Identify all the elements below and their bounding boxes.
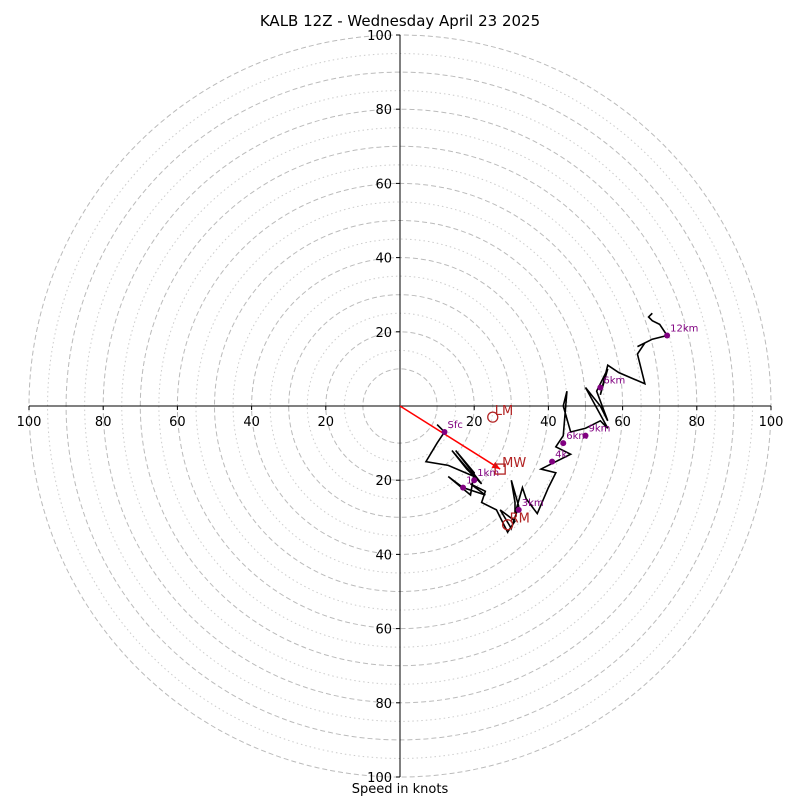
height-label: 9km (589, 424, 611, 435)
height-marker (549, 458, 556, 465)
height-label: 4k (555, 450, 567, 461)
y-tick-label: 60 (375, 177, 392, 192)
height-label: 12km (670, 324, 698, 335)
x-tick-label: 60 (169, 415, 186, 430)
height-label: Sfc (448, 420, 463, 431)
height-label: 1 (466, 476, 472, 487)
storm-motion-marker (494, 463, 506, 475)
height-marker (441, 428, 448, 435)
y-tick-label: 80 (375, 103, 392, 118)
height-marker (560, 440, 567, 447)
storm-motion-marker (501, 519, 514, 531)
height-label: 3km (522, 498, 544, 509)
x-tick-label: 100 (759, 415, 784, 430)
mean-wind-vector (399, 405, 501, 470)
height-marker (597, 384, 604, 391)
x-tick-label: 40 (243, 415, 260, 430)
y-tick-label: 40 (375, 252, 392, 267)
y-tick-label: 20 (375, 326, 392, 341)
storm-motion-marker (487, 411, 499, 423)
x-tick-label: 80 (95, 415, 112, 430)
x-tick-label: 80 (689, 415, 706, 430)
x-tick-label: 20 (318, 415, 335, 430)
height-marker (460, 484, 467, 491)
x-tick-label: 100 (17, 415, 42, 430)
chart-title: KALB 12Z - Wednesday April 23 2025 (259, 12, 541, 30)
height-marker (582, 432, 589, 439)
height-label: 6km (566, 431, 588, 442)
x-tick-label: 60 (614, 415, 631, 430)
y-tick-label: 100 (367, 29, 392, 44)
x-axis-label: Speed in knots (351, 782, 449, 797)
height-label: 1km (477, 468, 499, 479)
height-label: 6km (603, 375, 625, 386)
height-marker (471, 477, 478, 484)
storm-motion-label: RM (510, 512, 530, 527)
x-tick-label: 40 (540, 415, 557, 430)
y-tick-label: 40 (375, 548, 392, 563)
y-tick-label: 20 (375, 474, 392, 489)
height-marker (515, 506, 522, 513)
y-tick-label: 80 (375, 697, 392, 712)
height-marker (664, 332, 671, 339)
x-tick-label: 20 (466, 415, 483, 430)
storm-motion-label: LM (495, 404, 513, 419)
storm-motion-label: MW (502, 456, 526, 471)
y-tick-label: 60 (375, 623, 392, 638)
y-tick-label: 100 (367, 771, 392, 786)
mean-wind-arrowhead (491, 461, 501, 470)
